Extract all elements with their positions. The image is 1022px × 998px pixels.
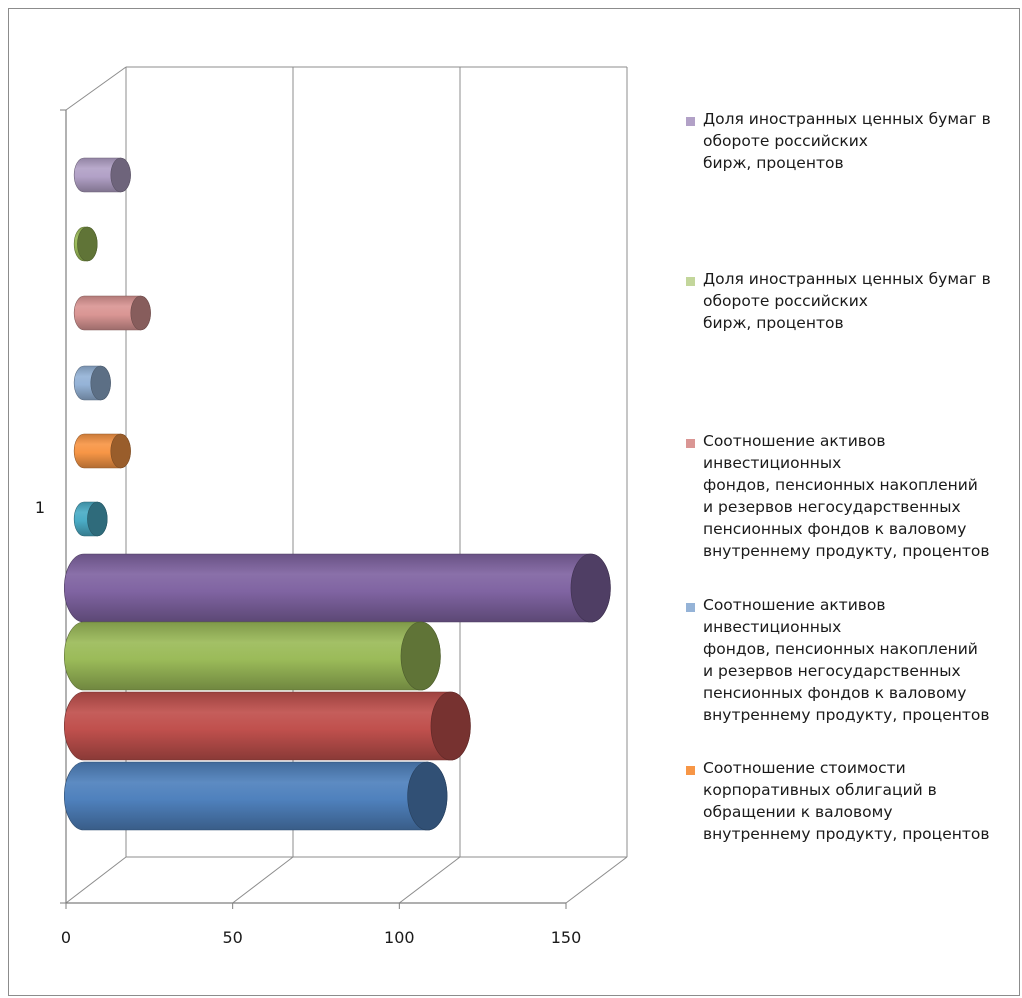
bar-cap bbox=[570, 553, 611, 623]
legend-label: Соотношение активов инвестиционных фондо… bbox=[703, 432, 990, 560]
legend-item: Доля иностранных ценных бумаг в обороте … bbox=[686, 268, 1020, 334]
bar-cap bbox=[130, 295, 151, 331]
bar-cylinder bbox=[63, 691, 471, 761]
legend-swatch bbox=[686, 766, 695, 775]
bar-cap bbox=[110, 157, 131, 193]
side-wall-top-edge bbox=[65, 66, 127, 111]
x-tick-label: 100 bbox=[384, 928, 415, 947]
legend-item: Соотношение активов инвестиционных фондо… bbox=[686, 594, 1020, 726]
legend-label: Доля иностранных ценных бумаг в обороте … bbox=[703, 270, 991, 332]
legend-label: Соотношение активов инвестиционных фондо… bbox=[703, 596, 990, 724]
x-tick-label: 150 bbox=[551, 928, 582, 947]
bar-cap bbox=[400, 621, 441, 691]
bar-cap bbox=[90, 365, 111, 401]
legend-swatch bbox=[686, 439, 695, 448]
chart-legend: Доля иностранных ценных бумаг в обороте … bbox=[686, 0, 1022, 998]
floor-gridline bbox=[399, 856, 461, 904]
bar-cap bbox=[77, 226, 98, 262]
floor-gridline bbox=[565, 856, 628, 904]
legend-swatch bbox=[686, 603, 695, 612]
legend-label: Соотношение стоимости корпоративных обли… bbox=[703, 759, 990, 843]
legend-item: Соотношение активов инвестиционных фондо… bbox=[686, 430, 1020, 562]
bar-cylinder bbox=[63, 553, 611, 623]
bar-cap bbox=[407, 761, 448, 831]
side-wall-bottom-edge bbox=[65, 856, 127, 904]
x-tick-label: 50 bbox=[222, 928, 242, 947]
floor-gridline bbox=[232, 856, 294, 904]
bar-cap bbox=[430, 691, 471, 761]
legend-item: Доля иностранных ценных бумаг в обороте … bbox=[686, 108, 1020, 174]
category-label: 1 bbox=[35, 498, 45, 517]
chart-frame bbox=[8, 8, 1020, 996]
x-tick-label: 0 bbox=[61, 928, 71, 947]
legend-swatch bbox=[686, 277, 695, 286]
legend-swatch bbox=[686, 117, 695, 126]
bar-cylinder bbox=[63, 621, 441, 691]
legend-label: Доля иностранных ценных бумаг в обороте … bbox=[703, 110, 991, 172]
bar-cap bbox=[87, 501, 108, 537]
legend-item: Соотношение стоимости корпоративных обли… bbox=[686, 757, 1020, 845]
bar-cylinder bbox=[63, 761, 448, 831]
bar-cap bbox=[110, 433, 131, 469]
